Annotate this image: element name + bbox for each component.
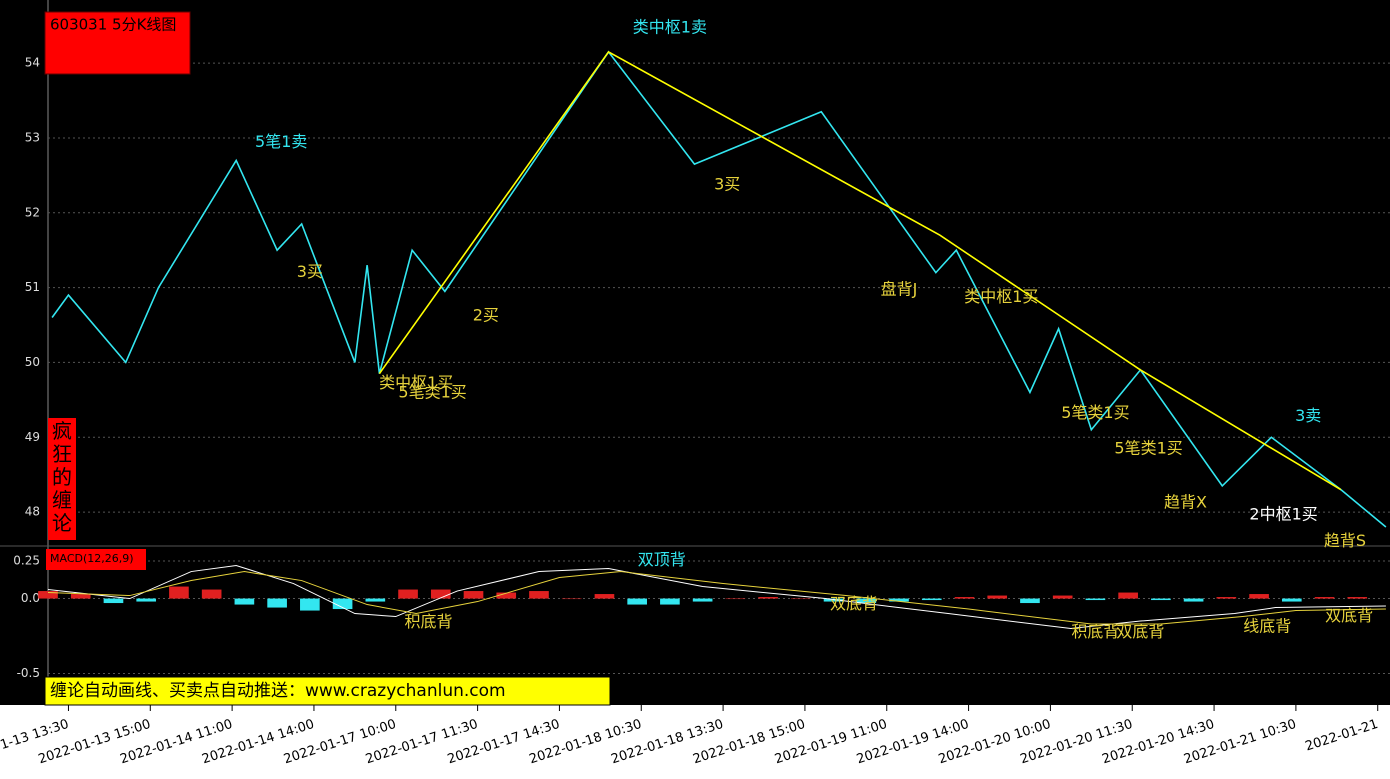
macd-bar bbox=[660, 598, 680, 605]
annotation: 线底背 bbox=[1243, 616, 1291, 635]
macd-bar bbox=[921, 598, 942, 601]
macd-bar bbox=[1314, 597, 1335, 599]
macd-bar bbox=[627, 598, 647, 605]
macd-bar bbox=[267, 598, 287, 608]
annotation: 盘背J bbox=[881, 279, 918, 298]
y-tick-label: 0.25 bbox=[13, 554, 40, 568]
macd-bar bbox=[136, 598, 157, 602]
macd-bar bbox=[1281, 598, 1302, 602]
y-tick-label: 0.0 bbox=[21, 591, 40, 605]
annotation: 5笔类1买 bbox=[1061, 403, 1129, 422]
annotation: 趋背S bbox=[1324, 531, 1366, 550]
annotation: 2买 bbox=[473, 306, 499, 325]
y-tick-label: 48 bbox=[25, 505, 40, 519]
macd-bar bbox=[1151, 598, 1171, 601]
title-box bbox=[44, 11, 191, 75]
background bbox=[0, 0, 1390, 705]
annotation: 类中枢1买 bbox=[964, 287, 1038, 306]
macd-bar bbox=[594, 594, 615, 599]
macd-bar bbox=[103, 598, 124, 604]
macd-bar bbox=[169, 586, 189, 599]
annotation: 双底背 bbox=[830, 594, 878, 613]
macd-bar bbox=[758, 597, 778, 599]
macd-bar bbox=[987, 595, 1008, 599]
macd-title-box bbox=[46, 549, 146, 570]
annotation: 2中枢1买 bbox=[1249, 505, 1317, 524]
y-tick-label: 53 bbox=[25, 130, 40, 144]
macd-bar bbox=[561, 598, 582, 600]
macd-bar bbox=[463, 591, 484, 599]
annotation: 类中枢1卖 bbox=[633, 17, 707, 36]
y-tick-label: 54 bbox=[25, 56, 40, 70]
y-tick-label: 49 bbox=[25, 430, 40, 444]
macd-line bbox=[47, 565, 1386, 630]
macd-bar bbox=[1020, 598, 1040, 604]
y-tick-label: 51 bbox=[25, 280, 40, 294]
macd-bar bbox=[1347, 597, 1368, 599]
y-tick-label: 50 bbox=[25, 355, 40, 369]
macd-bar bbox=[856, 598, 877, 604]
annotation: 3买 bbox=[297, 262, 323, 281]
annotation: 5笔类1买 bbox=[398, 383, 466, 402]
annotation: 双底背 bbox=[1116, 622, 1164, 641]
y-tick-label: -0.5 bbox=[17, 666, 40, 680]
macd-bar bbox=[1183, 598, 1204, 602]
annotation: 类中枢1买 bbox=[379, 373, 453, 392]
annotation: 双底背 bbox=[1325, 606, 1373, 625]
macd-bar bbox=[692, 598, 713, 602]
macd-bar bbox=[332, 598, 353, 610]
annotation: 双顶背 bbox=[638, 550, 686, 569]
macd-bar bbox=[1249, 594, 1269, 599]
annotation: 积底背 bbox=[404, 612, 452, 631]
x-tick-label: 2022-01-21 bbox=[1304, 717, 1380, 755]
macd-bar bbox=[365, 598, 386, 602]
macd-bar bbox=[234, 598, 255, 605]
macd-bar bbox=[954, 597, 975, 599]
macd-bar bbox=[1118, 592, 1138, 599]
macd-title: MACD(12,26,9) bbox=[50, 552, 134, 565]
macd-bar bbox=[1052, 595, 1073, 599]
macd-bar bbox=[889, 598, 909, 602]
macd-bar bbox=[1216, 597, 1237, 599]
macd-bar bbox=[496, 592, 517, 599]
annotation: 5笔类1买 bbox=[1114, 439, 1182, 458]
annotation: 积底背 bbox=[1071, 622, 1119, 641]
side-label-box bbox=[48, 418, 76, 540]
macd-bar bbox=[38, 591, 58, 599]
macd-bar bbox=[725, 598, 746, 600]
annotation: 5笔1卖 bbox=[255, 132, 307, 151]
y-tick-label: 52 bbox=[25, 205, 40, 219]
macd-bar bbox=[201, 589, 222, 599]
footer-box bbox=[44, 676, 611, 706]
annotation: 趋背X bbox=[1164, 493, 1207, 512]
macd-bar bbox=[430, 589, 451, 599]
footer: 缠论自动画线、买卖点自动推送：www.crazychanlun.com bbox=[50, 681, 506, 701]
macd-bar bbox=[300, 598, 320, 611]
macd-bar bbox=[70, 594, 91, 599]
chart-title: 603031 5分K线图 bbox=[50, 16, 176, 34]
macd-bar bbox=[398, 589, 418, 599]
side-label: 疯狂的缠论 bbox=[52, 419, 72, 535]
macd-bar bbox=[529, 591, 549, 599]
macd-line bbox=[47, 571, 1386, 625]
annotation: 3卖 bbox=[1295, 406, 1321, 425]
stroke-line bbox=[378, 50, 1342, 491]
macd-bar bbox=[1085, 598, 1106, 601]
annotation: 3买 bbox=[714, 175, 740, 194]
macd-bar bbox=[791, 598, 811, 600]
